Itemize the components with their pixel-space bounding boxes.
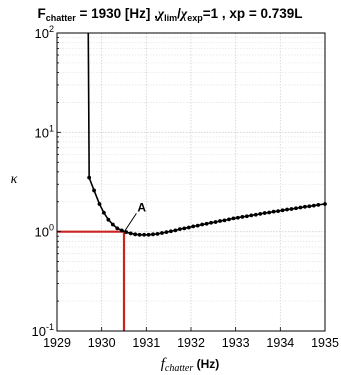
grid <box>56 33 326 332</box>
y-tick-label: 100 <box>35 223 54 240</box>
title-f-value: = 1930 [Hz] , <box>76 6 158 21</box>
chart-title: Fchatter = 1930 [Hz] ,χlim/χexp=1 , xp =… <box>37 6 302 23</box>
data-point <box>200 222 205 227</box>
x-tick-label: 1934 <box>266 336 294 350</box>
data-point <box>115 226 120 231</box>
x-axis-label: fchatter (Hz) <box>161 356 220 374</box>
title-f-sub: chatter <box>46 13 77 23</box>
data-point <box>227 217 231 222</box>
data-point <box>151 232 155 237</box>
y-tick-base: 10 <box>35 26 49 41</box>
y-tick-exponent: -1 <box>46 322 54 332</box>
y-tick-exponent: 1 <box>49 123 54 133</box>
title-ratio: =1 , xp = 0.739L <box>203 6 303 21</box>
data-point <box>169 229 173 234</box>
data-point <box>222 218 227 223</box>
annotation-pointer <box>124 213 137 231</box>
data-point <box>92 188 96 193</box>
data-point <box>262 211 267 215</box>
data-point <box>102 210 106 215</box>
data-point <box>244 214 249 219</box>
x-tick-label: 1930 <box>88 336 116 350</box>
title-slash: / <box>177 6 181 21</box>
data-point <box>191 224 196 229</box>
data-point <box>124 230 129 235</box>
data-point <box>146 232 151 237</box>
data-point <box>258 211 263 216</box>
reference-lines <box>57 230 126 331</box>
x-tick-label: 1931 <box>132 336 160 350</box>
y-axis-label: κ <box>11 172 18 187</box>
data-point <box>119 228 124 233</box>
data-point <box>128 231 133 236</box>
data-point <box>285 207 289 212</box>
data-point <box>231 216 236 221</box>
data-point <box>133 232 138 237</box>
x-tick-label: 1935 <box>311 336 339 350</box>
x-label-f: f <box>161 356 167 372</box>
data-point <box>182 226 187 231</box>
data-point <box>294 206 298 211</box>
data-point <box>164 230 169 235</box>
data-point <box>289 207 294 211</box>
y-tick-base: 10 <box>32 324 46 339</box>
data-point <box>106 217 111 222</box>
y-tick-base: 10 <box>35 225 49 240</box>
data-point <box>253 212 258 217</box>
data-point <box>280 208 285 213</box>
title-chi-lim-sub: lim <box>164 13 177 23</box>
data-point <box>177 227 182 232</box>
ticks: 1929 1930 1931 1932 1933 1934 193510-110010110… <box>32 24 339 350</box>
x-tick-label: 1929 <box>43 336 71 350</box>
data-point <box>307 204 312 209</box>
data-point <box>240 214 245 219</box>
data-point <box>209 220 214 225</box>
title-chi-exp-sub: exp <box>187 13 203 23</box>
data-point <box>204 221 209 226</box>
title-f: F <box>37 6 45 21</box>
data-point <box>160 231 164 235</box>
x-tick-label: 1933 <box>222 336 250 350</box>
x-label-unit: (Hz) <box>193 357 219 371</box>
x-label-sub: chatter <box>165 363 193 374</box>
data-point <box>236 215 240 220</box>
data-point <box>110 222 115 227</box>
data-point <box>316 202 321 207</box>
data-point <box>195 223 200 228</box>
data-point <box>97 202 102 206</box>
data-point <box>249 213 254 218</box>
data-point <box>267 210 272 215</box>
data-point <box>137 232 142 237</box>
title-chi-exp: χ <box>179 6 188 21</box>
data-point <box>142 232 147 237</box>
data-point <box>271 209 276 214</box>
data-point <box>173 228 178 233</box>
annotation-label: A <box>137 200 146 214</box>
y-tick-base: 10 <box>35 125 49 140</box>
annotation: A <box>124 200 146 231</box>
y-tick-label: 101 <box>35 123 54 140</box>
data-point <box>276 209 280 214</box>
y-tick-label: 102 <box>35 24 54 41</box>
data-point <box>155 231 160 236</box>
data-point <box>298 205 303 210</box>
data-point <box>303 204 307 209</box>
data-point <box>213 220 218 224</box>
data-point <box>186 225 191 230</box>
title-chi-lim: χ <box>156 6 165 21</box>
series <box>87 32 327 237</box>
data-point <box>87 175 92 180</box>
y-tick-exponent: 0 <box>49 223 54 233</box>
x-tick-label: 1932 <box>177 336 205 350</box>
data-point <box>311 203 316 208</box>
y-tick-label: 10-1 <box>32 322 54 339</box>
y-tick-exponent: 2 <box>49 24 54 34</box>
data-point <box>218 219 222 223</box>
